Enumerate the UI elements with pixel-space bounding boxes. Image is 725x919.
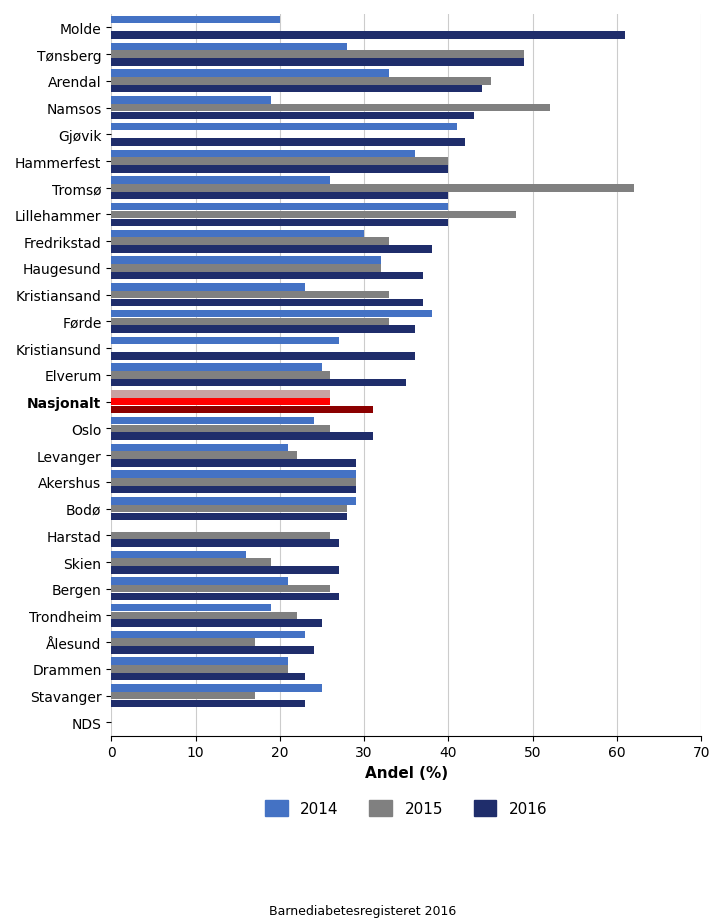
Bar <box>111 105 550 112</box>
Bar <box>111 658 289 665</box>
Bar <box>111 471 356 478</box>
Bar <box>111 97 271 105</box>
Bar <box>111 158 448 165</box>
Bar <box>111 337 339 345</box>
Bar <box>111 165 448 174</box>
Bar <box>111 380 406 387</box>
Bar <box>111 479 356 486</box>
Bar <box>111 231 364 238</box>
Bar <box>111 417 313 425</box>
Bar <box>111 566 339 573</box>
Bar <box>111 619 322 628</box>
Bar <box>111 425 331 433</box>
Bar <box>111 585 331 593</box>
Bar <box>111 532 331 539</box>
Bar <box>111 364 322 371</box>
Bar <box>111 639 254 646</box>
Bar <box>111 318 389 326</box>
Bar <box>111 399 331 406</box>
Bar <box>111 193 448 200</box>
Bar <box>111 139 465 147</box>
Bar <box>111 692 254 699</box>
Bar <box>111 43 347 51</box>
Bar <box>111 559 271 566</box>
Bar <box>111 539 339 547</box>
Bar <box>111 185 634 192</box>
Bar <box>111 311 431 318</box>
Bar <box>111 265 381 272</box>
Bar <box>111 674 305 681</box>
Bar <box>111 605 271 612</box>
Bar <box>111 665 289 673</box>
Bar <box>111 291 389 299</box>
Bar <box>111 220 448 227</box>
Bar <box>111 631 305 639</box>
Bar <box>111 646 313 654</box>
Bar <box>111 326 415 334</box>
Bar <box>111 78 491 85</box>
Bar <box>111 452 297 460</box>
Bar <box>111 550 246 559</box>
Bar <box>111 151 415 158</box>
Bar <box>111 391 331 398</box>
Bar <box>111 273 423 280</box>
Bar <box>111 112 473 119</box>
Bar <box>111 177 331 185</box>
Bar <box>111 593 339 601</box>
Bar <box>111 444 289 451</box>
Bar <box>111 497 356 505</box>
Bar <box>111 460 356 467</box>
Bar <box>111 433 373 440</box>
Bar <box>111 700 305 708</box>
Bar <box>111 513 347 520</box>
Bar <box>111 486 356 494</box>
Bar <box>111 85 482 93</box>
Bar <box>111 51 524 59</box>
Bar <box>111 685 322 692</box>
X-axis label: Andel (%): Andel (%) <box>365 766 448 780</box>
Bar <box>111 238 389 245</box>
Bar <box>111 70 389 78</box>
Bar <box>111 300 423 307</box>
Bar <box>111 257 381 265</box>
Bar <box>111 211 515 219</box>
Bar <box>111 406 373 414</box>
Bar <box>111 578 289 585</box>
Bar <box>111 246 431 254</box>
Legend: 2014, 2015, 2016: 2014, 2015, 2016 <box>259 794 553 823</box>
Bar <box>111 612 297 619</box>
Text: Barnediabetesregisteret 2016: Barnediabetesregisteret 2016 <box>269 904 456 917</box>
Bar <box>111 17 280 24</box>
Bar <box>111 353 415 360</box>
Bar <box>111 505 347 513</box>
Bar <box>111 59 524 66</box>
Bar <box>111 371 331 380</box>
Bar <box>111 284 305 291</box>
Bar <box>111 204 448 211</box>
Bar <box>111 124 457 131</box>
Bar <box>111 32 626 40</box>
